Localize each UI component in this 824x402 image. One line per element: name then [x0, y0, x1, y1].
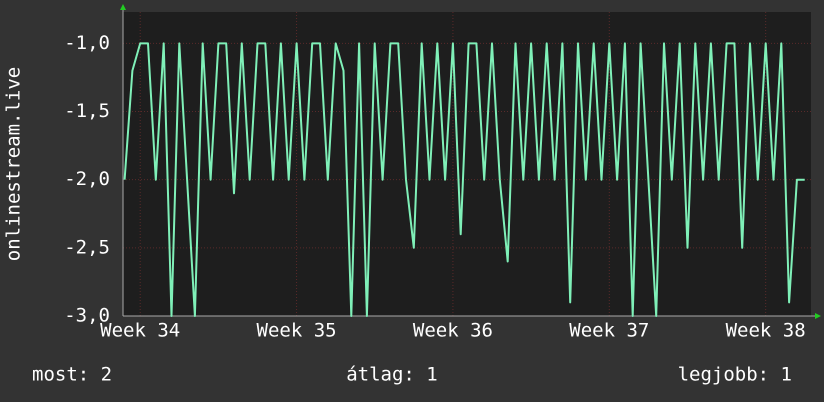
- footer-best: legjobb: 1: [678, 364, 792, 386]
- y-tick-label: -1,5: [64, 100, 110, 122]
- footer-average: átlag: 1: [346, 364, 438, 386]
- x-tick-label: Week 38: [726, 320, 806, 342]
- y-tick-label: -3,0: [64, 305, 110, 327]
- x-tick-label: Week 37: [569, 320, 649, 342]
- y-axis-label: onlinestream.live: [3, 67, 25, 261]
- y-tick-label: -2,5: [64, 236, 110, 258]
- data-line: [123, 42, 805, 317]
- footer-current: most: 2: [32, 364, 112, 386]
- x-tick-label: Week 34: [100, 320, 180, 342]
- x-tick-label: Week 36: [413, 320, 493, 342]
- axis-arrow: [815, 313, 821, 319]
- y-tick-label: -2,0: [64, 168, 110, 190]
- axis-arrow: [120, 4, 126, 10]
- y-tick-label: -1,0: [64, 32, 110, 54]
- x-tick-label: Week 35: [257, 320, 337, 342]
